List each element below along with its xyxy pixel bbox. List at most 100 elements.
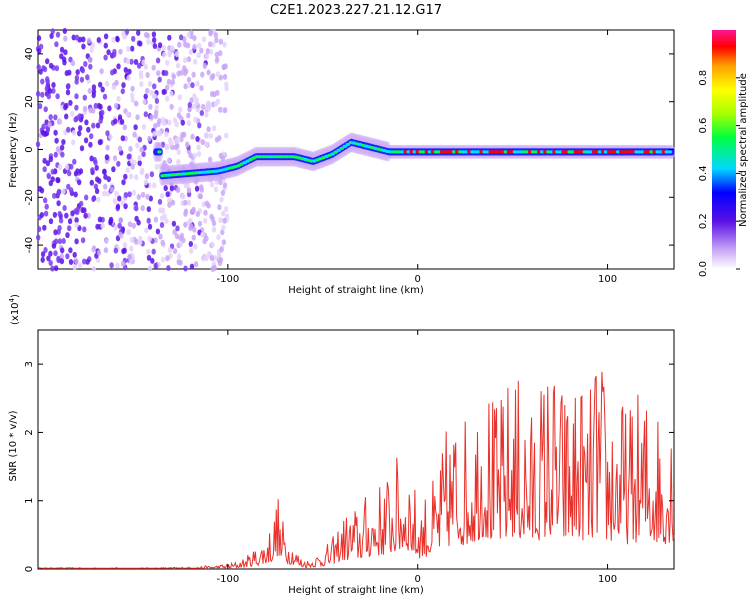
noise-dot [151,64,156,71]
noise-dot [48,62,54,69]
noise-dot [153,123,158,129]
noise-dot [174,51,180,58]
noise-dot [74,104,79,111]
noise-dot [102,168,107,175]
noise-dot [55,31,61,38]
noise-dot [147,135,152,142]
noise-dot [192,152,197,159]
noise-dot [68,247,73,254]
snr-x-label: Height of straight line (km) [288,585,424,596]
noise-dot [69,187,74,194]
noise-dot [192,93,197,100]
noise-dot [149,89,154,96]
noise-dot [43,197,48,204]
noise-dot [91,122,96,129]
ridge-peak [330,152,335,156]
noise-dot [143,93,148,100]
noise-dot [49,33,54,39]
noise-dot [223,107,228,114]
noise-dot [195,211,200,217]
noise-dot [224,132,229,139]
noise-dot [118,217,123,224]
noise-dot [37,185,43,192]
noise-dot [87,88,93,94]
y-tick-label: 0 [24,146,35,152]
noise-dot [186,187,192,194]
noise-dot [189,263,195,270]
noise-dot [157,130,162,137]
noise-dot [177,41,182,48]
noise-dot [116,95,121,102]
noise-dot [141,151,146,158]
noise-dot [102,93,108,100]
noise-dot [96,249,102,256]
noise-dot [83,212,88,219]
ridge-peak [564,150,569,154]
noise-dot [103,173,108,180]
noise-dot [210,241,215,248]
noise-dot [190,133,195,140]
y-tick-label: 2 [24,429,35,435]
noise-dot [160,116,166,123]
noise-dot [220,190,226,196]
noise-dot [126,75,131,81]
colorbar-tick-label: 0.6 [698,118,709,134]
noise-dot [144,227,149,234]
noise-dot [47,121,52,128]
noise-dot [202,63,207,69]
noise-dot [121,179,126,186]
ridge-peak [667,150,672,154]
noise-dot [176,159,181,165]
noise-dot [192,58,198,65]
noise-dot [137,136,143,143]
noise-dot [66,126,71,133]
noise-dot [147,236,152,242]
noise-dot [149,114,154,121]
noise-dot [102,190,107,197]
ridge-peak [339,146,344,150]
noise-dot [218,152,224,159]
noise-dot [154,98,160,104]
ridge-peak [257,155,262,159]
noise-dot [59,46,65,53]
y-tick-label: 40 [24,48,35,61]
noise-dot [54,41,59,48]
noise-dot [127,254,132,260]
noise-dot [160,256,166,263]
noise-dot [97,216,103,223]
noise-dot [80,67,86,74]
noise-dot [148,195,153,202]
noise-dot [62,28,67,34]
noise-dot [123,67,128,73]
noise-dot [123,203,128,210]
noise-dot [155,57,161,64]
noise-dot [166,157,172,164]
noise-dot [213,100,219,107]
noise-dot [187,106,192,113]
noise-dot [74,93,79,100]
noise-dot [79,200,84,207]
noise-dot [45,160,51,167]
noise-dot [99,68,104,75]
noise-dot [167,50,172,57]
noise-dot [155,228,161,235]
noise-dot [192,35,197,42]
noise-dot [183,182,188,189]
y-tick-label: -20 [24,189,35,205]
y-tick-label: 1 [24,498,35,504]
ridge-peak [467,150,472,154]
noise-dot [204,111,209,118]
noise-dot [125,167,130,174]
noise-dot [74,78,79,85]
noise-dot [133,59,139,65]
noise-dot [172,229,177,236]
noise-dot [74,34,80,41]
spectrogram-y-label: Frequency (Hz) [8,112,19,188]
noise-dot [116,63,121,70]
ridge-peak [588,150,593,154]
noise-dot [194,99,199,106]
ridge-peak [637,150,642,154]
noise-dot [84,119,89,126]
noise-dot [178,240,184,247]
noise-dot [114,79,119,86]
